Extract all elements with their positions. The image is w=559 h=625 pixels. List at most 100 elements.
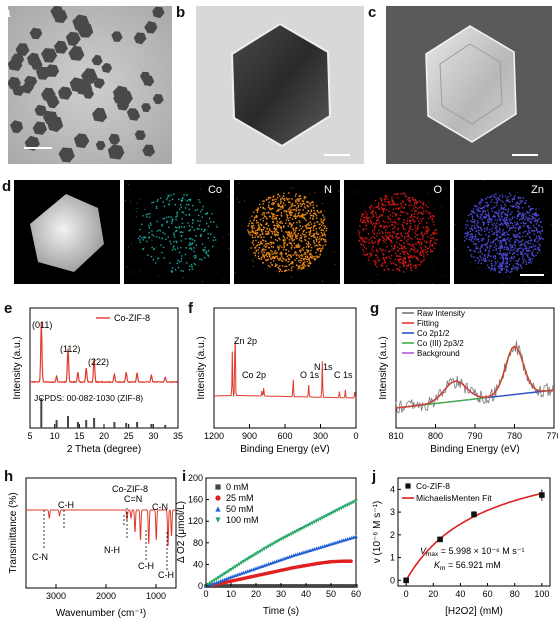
eds-dot [481, 207, 483, 209]
eds-dot [383, 225, 385, 227]
eds-dot [384, 262, 386, 264]
eds-dot [521, 251, 524, 253]
eds-dot [199, 210, 202, 213]
eds-dot [495, 232, 498, 234]
eds-dot [282, 195, 285, 197]
eds-dot [295, 228, 297, 230]
eds-dot [261, 242, 263, 245]
eds-dot [323, 224, 325, 227]
particle [92, 107, 108, 123]
eds-dot [511, 246, 514, 248]
eds-dot [507, 222, 510, 225]
eds-dot [312, 256, 314, 258]
eds-dot [292, 205, 294, 207]
eds-dot [499, 229, 501, 231]
eds-dot [372, 213, 374, 216]
eds-dot [271, 233, 274, 235]
eds-dot [300, 215, 302, 217]
eds-dot [268, 204, 270, 206]
panel-label-h: h [4, 468, 14, 485]
eds-dot [269, 266, 271, 268]
eds-dot [415, 234, 418, 236]
eds-dot [424, 249, 427, 251]
eds-dot [395, 215, 397, 217]
eds-dot [272, 221, 274, 223]
eds-dot [318, 244, 321, 246]
eds-dot [492, 207, 494, 209]
eds-dot [509, 227, 511, 229]
eds-dot [472, 221, 475, 223]
data-point [281, 584, 285, 588]
eds-dot [500, 212, 503, 214]
eds-dot [527, 219, 529, 221]
eds-dot [409, 228, 412, 230]
eds-dot [288, 269, 290, 271]
eds-dot [504, 221, 506, 223]
eds-dot [417, 207, 419, 210]
eds-dot [519, 200, 521, 202]
eds-dot [258, 225, 260, 227]
eds-dot [207, 233, 209, 235]
eds-dot [175, 240, 177, 242]
eds-dot [486, 214, 488, 217]
particle [141, 103, 152, 112]
eds-dot [294, 253, 296, 255]
eds-dot [498, 271, 500, 273]
data-point [331, 584, 335, 588]
eds-dot [169, 240, 171, 243]
eds-dot [168, 203, 171, 206]
eds-dot [182, 197, 184, 199]
eds-dot [322, 245, 324, 247]
eds-dot [512, 267, 515, 270]
eds-dot [318, 247, 320, 250]
eds-dot [381, 236, 383, 238]
eds-dot [249, 231, 252, 233]
eds-dot [283, 226, 285, 229]
eds-dot [161, 251, 163, 254]
eds-dot [507, 270, 509, 272]
eds-dot [518, 258, 521, 260]
eds-dot [535, 223, 537, 225]
eds-dot [390, 258, 392, 260]
eds-dot [426, 241, 428, 244]
eds-dot [476, 220, 479, 222]
eds-dot [204, 229, 206, 231]
eds-dot [394, 260, 395, 262]
eds-dot [486, 202, 488, 204]
eds-dot [296, 264, 298, 267]
eds-dot [496, 261, 499, 263]
eds-dot [199, 188, 201, 190]
reference-bar [125, 423, 128, 428]
eds-dot [291, 246, 293, 248]
eds-dot [282, 207, 284, 209]
eds-dot [319, 236, 321, 238]
eds-dot [366, 253, 368, 255]
eds-dot [496, 226, 498, 228]
eds-dot [520, 244, 522, 246]
legend-entry: Fitting [417, 319, 439, 328]
eds-dot [284, 199, 286, 202]
eds-dot [394, 244, 396, 246]
eds-dot [176, 213, 178, 215]
eds-dot [273, 199, 275, 201]
eds-dot [252, 266, 254, 268]
data-point [405, 483, 411, 489]
eds-dot [498, 209, 500, 211]
eds-dot [174, 248, 176, 251]
eds-dot [526, 211, 528, 213]
particle [65, 31, 81, 47]
eds-dot [496, 222, 498, 224]
eds-dot [370, 222, 372, 224]
eds-dot [301, 240, 303, 242]
eds-dot [505, 246, 507, 248]
eds-dot [505, 254, 507, 256]
eds-dot [509, 271, 511, 273]
eds-dot [500, 246, 502, 248]
eds-dot [299, 194, 301, 197]
eds-dot [481, 244, 483, 247]
eds-dot [326, 227, 328, 230]
eds-dot [392, 201, 394, 203]
eds-dot [276, 264, 278, 266]
eds-dot [516, 221, 518, 224]
eds-dot [472, 211, 474, 214]
